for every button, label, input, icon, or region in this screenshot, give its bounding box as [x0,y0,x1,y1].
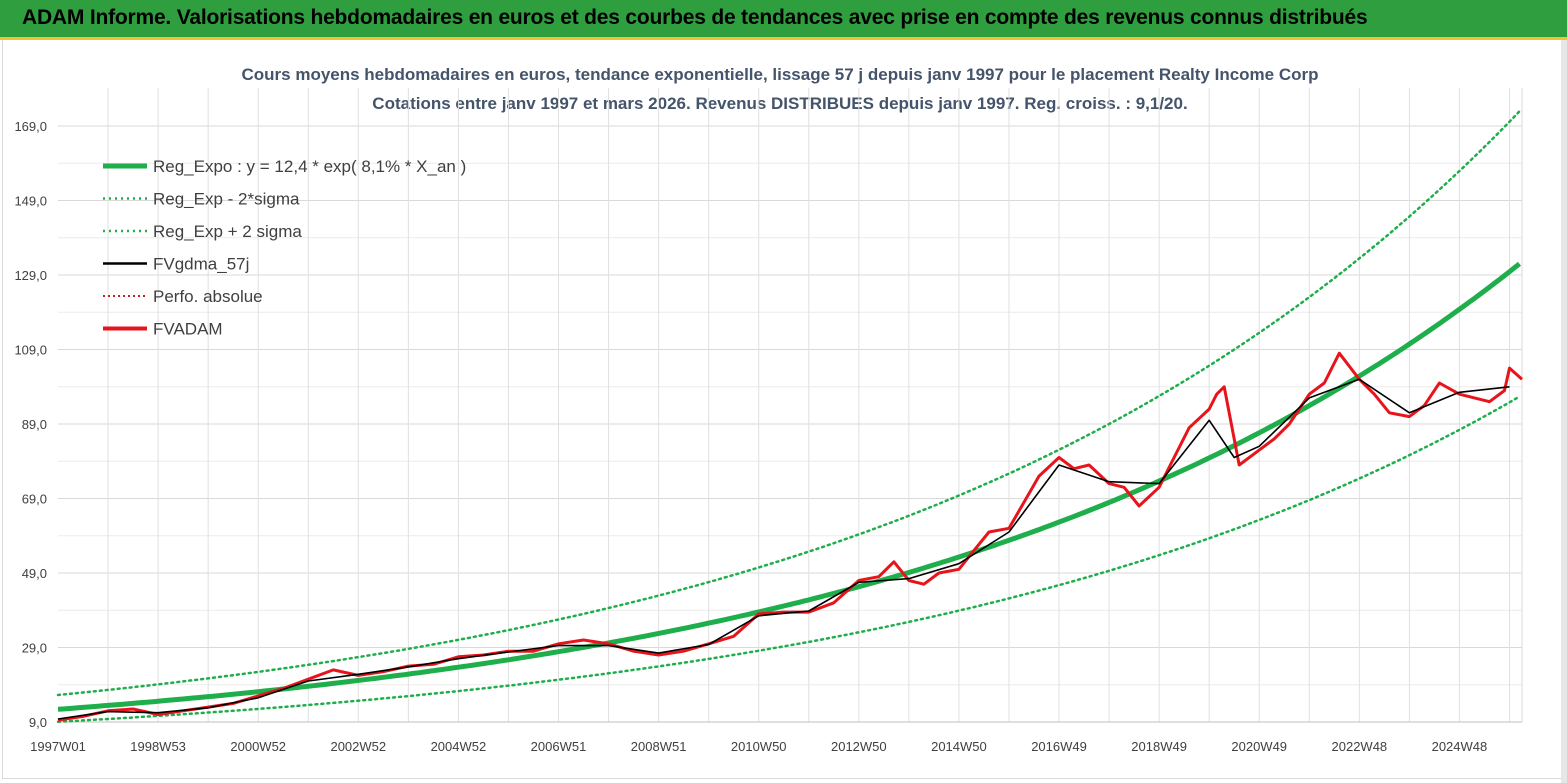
x-tick-label: 2018W49 [1131,739,1187,754]
banner-underline [0,37,1567,40]
y-tick-label: 109,0 [14,343,47,358]
x-tick-label: 1997W01 [30,739,86,754]
y-tick-label: 69,0 [22,492,47,507]
y-tick-label: 49,0 [22,566,47,581]
y-tick-label: 169,0 [14,119,47,134]
x-tick-label: 2002W52 [330,739,386,754]
y-tick-label: 89,0 [22,417,47,432]
legend-label: Reg_Exp + 2 sigma [153,222,302,241]
x-tick-label: 2020W49 [1231,739,1287,754]
chart-series [56,110,1524,724]
y-tick-label: 9,0 [29,715,47,730]
x-axis-ticks: 1997W01 1998W53 2000W52 2002W52 2004W52 2006W… [30,739,1487,754]
x-tick-label: 2008W51 [631,739,687,754]
x-tick-label: 2022W48 [1332,739,1388,754]
y-tick-label: 149,0 [14,194,47,209]
y-tick-label: 129,0 [14,268,47,283]
legend-label: Perfo. absolue [153,287,263,306]
legend-label: FVgdma_57j [153,255,249,274]
chart-legend: Reg_Expo : y = 12,4 * exp( 8,1% * X_an )… [103,157,466,339]
x-tick-label: 2014W50 [931,739,987,754]
legend-label: Reg_Exp - 2*sigma [153,190,300,209]
x-tick-label: 2006W51 [531,739,587,754]
y-axis-ticks: 9,0 29,0 49,0 69,0 89,0 109,0 129,0 149,0 169,0 [14,119,47,730]
chart-subtitle: Cotations entre janv 1997 et mars 2026. … [372,94,1187,113]
x-tick-label: 2012W50 [831,739,887,754]
x-tick-label: 2000W52 [230,739,286,754]
series-reg-exp-plus-2sigma [56,110,1521,697]
series-reg-expo [57,261,1522,712]
series-fvadam [57,351,1524,722]
x-tick-label: 2024W48 [1432,739,1488,754]
series-reg-exp-minus-2sigma [56,395,1521,724]
x-tick-label: 2004W52 [431,739,487,754]
page-title: ADAM Informe. Valorisations hebdomadaire… [22,6,1368,29]
x-tick-label: 2010W50 [731,739,787,754]
header-banner: ADAM Informe. Valorisations hebdomadaire… [0,0,1567,37]
chart-title: Cours moyens hebdomadaires en euros, ten… [241,65,1318,84]
right-scroll-edge [1561,40,1567,783]
x-tick-label: 1998W53 [130,739,186,754]
x-tick-label: 2016W49 [1031,739,1087,754]
y-tick-label: 29,0 [22,641,47,656]
legend-label: Reg_Expo : y = 12,4 * exp( 8,1% * X_an ) [153,157,466,176]
legend-label: FVADAM [153,320,223,339]
series-fvgdma-57j [57,378,1510,720]
